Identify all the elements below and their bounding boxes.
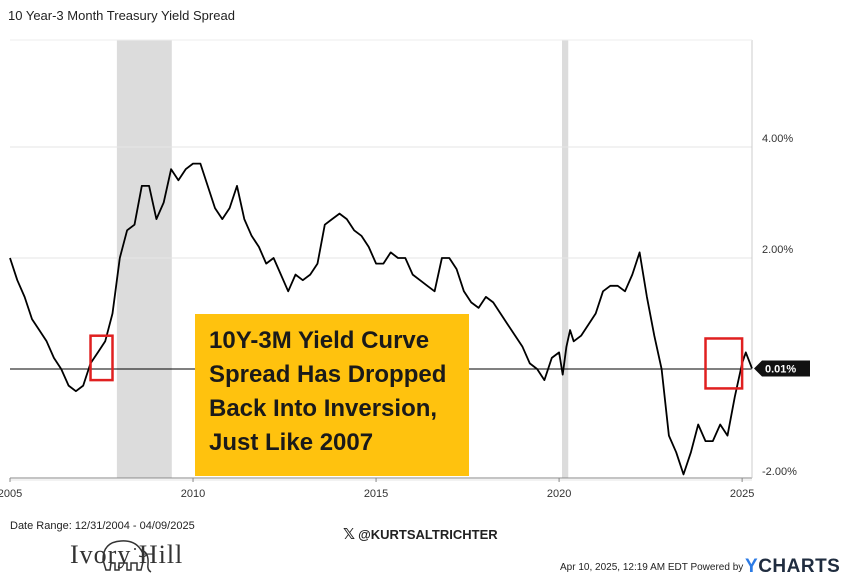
recession-band <box>116 40 172 478</box>
line-chart: 2005 2010 2015 2020 2025 4.00% 2.00% -2.00% 0.0… <box>0 39 810 500</box>
x-logo-icon: 𝕏 <box>343 525 356 543</box>
highlight-box <box>89 334 114 382</box>
series-line-group <box>9 162 753 476</box>
x-tick-label: 2025 <box>730 488 754 500</box>
ycharts-logo-y: Y <box>745 556 759 577</box>
recession-band <box>562 40 569 478</box>
last-value-label: 0.01% <box>765 363 796 375</box>
highlight-box <box>704 337 744 390</box>
y-tick-label: -2.00% <box>762 466 797 478</box>
chart-title: 10 Year-3 Month Treasury Yield Spread <box>8 8 235 23</box>
annotation-callout: 10Y-3M Yield Curve Spread Has Dropped Ba… <box>195 314 469 476</box>
elephant-logo-icon <box>102 540 152 573</box>
x-tick-label: 2010 <box>181 488 205 500</box>
callout-line-4: Just Like 2007 <box>209 429 374 456</box>
ycharts-logo: YCHARTS <box>745 556 840 578</box>
callout-line-2: Spread Has Dropped <box>209 361 447 388</box>
author-handle: 𝕏 @KURTSALTRICHTER <box>343 525 498 543</box>
last-value-flag <box>754 360 810 377</box>
x-tick-label: 2005 <box>0 488 22 500</box>
y-tick-label: 2.00% <box>762 244 793 256</box>
brand-name: Ivory Hill <box>70 540 184 569</box>
callout-line-1: 10Y-3M Yield Curve <box>209 327 430 354</box>
x-tick-label: 2015 <box>364 488 388 500</box>
date-range-label: Date Range: 12/31/2004 - 04/09/2025 <box>10 520 195 532</box>
series-line <box>9 162 753 476</box>
recession-bands <box>116 40 569 478</box>
highlight-boxes <box>89 334 744 390</box>
ycharts-logo-rest: CHARTS <box>758 556 841 577</box>
tick-labels: 2005 2010 2015 2020 2025 4.00% 2.00% -2.00% <box>0 133 797 500</box>
axes <box>10 39 753 479</box>
footer-timestamp: Apr 10, 2025, 12:19 AM EDT Powered by <box>560 562 744 573</box>
handle-text: @KURTSALTRICHTER <box>358 527 498 542</box>
last-value-marker: 0.01% <box>754 360 810 377</box>
x-tick-label: 2020 <box>547 488 571 500</box>
callout-line-3: Back Into Inversion, <box>209 395 438 422</box>
y-tick-label: 4.00% <box>762 133 793 145</box>
